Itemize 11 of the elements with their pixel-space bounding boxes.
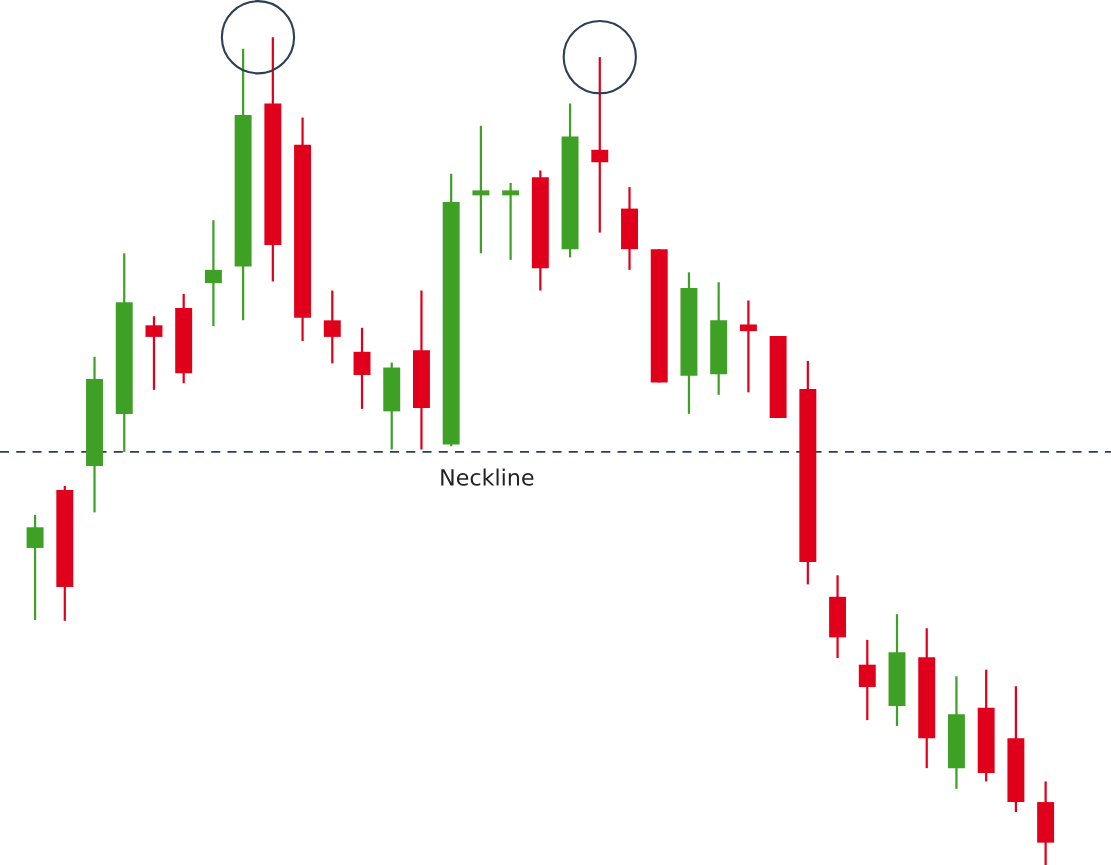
candlestick bbox=[353, 326, 371, 411]
candlestick bbox=[204, 219, 222, 328]
candlestick bbox=[502, 181, 520, 262]
candlestick bbox=[739, 299, 757, 394]
candlestick bbox=[591, 56, 609, 234]
candlestick bbox=[323, 289, 341, 365]
candlestick bbox=[858, 638, 876, 722]
candlestick bbox=[472, 124, 490, 255]
candlestick bbox=[145, 315, 163, 391]
candlestick bbox=[26, 513, 44, 622]
ref-line-label: Neckline bbox=[441, 468, 534, 486]
